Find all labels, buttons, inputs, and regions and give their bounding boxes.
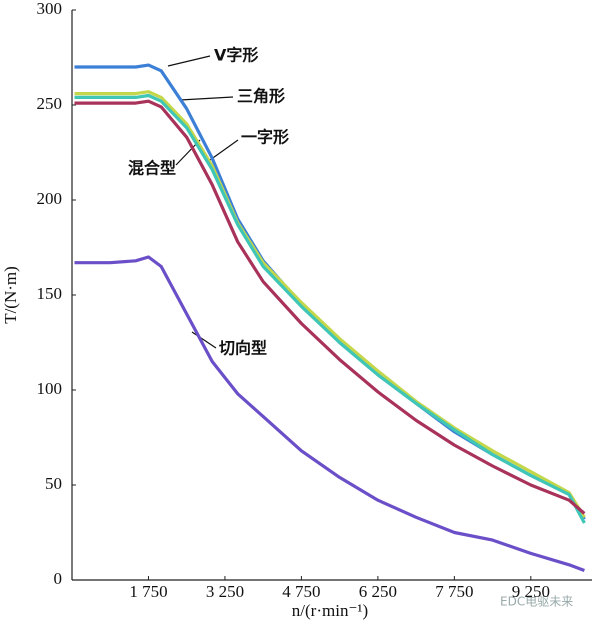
series-line — [74, 99, 586, 515]
series-label: 切向型 — [219, 339, 267, 358]
series-line — [74, 90, 586, 519]
series-line — [74, 93, 586, 524]
y-tick-label: 150 — [37, 284, 63, 303]
series-label: 混合型 — [128, 159, 176, 178]
series-label: 三角形 — [237, 87, 285, 106]
y-tick-label: 300 — [37, 0, 63, 18]
x-tick-label: 9 250 — [512, 582, 550, 601]
y-axis-label: T/(N·m) — [1, 266, 20, 324]
series-line — [74, 63, 586, 521]
series-label: 一字形 — [241, 128, 289, 147]
x-tick-label: 4 750 — [282, 582, 320, 601]
leader-line — [179, 96, 234, 101]
series-line — [74, 255, 585, 572]
x-tick-label: 6 250 — [359, 582, 397, 601]
series-label: V字形 — [214, 46, 258, 65]
y-tick-label: 250 — [37, 94, 63, 113]
y-tick-label: 0 — [54, 569, 63, 588]
y-tick-label: 50 — [45, 474, 62, 493]
leader-line — [209, 139, 239, 161]
leader-line — [167, 55, 211, 67]
x-axis-label: n/(r·min⁻¹) — [292, 601, 368, 620]
x-tick-label: 1 750 — [129, 582, 167, 601]
y-tick-label: 100 — [37, 379, 63, 398]
x-tick-label: 7 750 — [435, 582, 473, 601]
x-tick-label: 3 250 — [206, 582, 244, 601]
y-tick-label: 200 — [37, 189, 63, 208]
watermark: EDC电驱未来 — [500, 595, 573, 609]
